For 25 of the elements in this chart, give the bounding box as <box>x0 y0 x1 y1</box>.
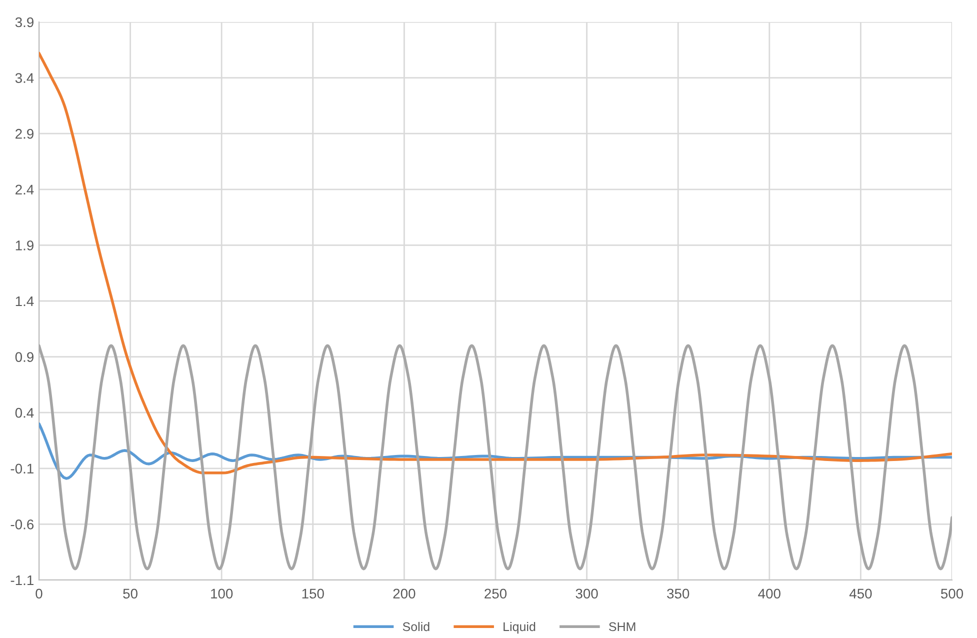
legend-label: Solid <box>402 622 430 632</box>
y-tick-label: 3.9 <box>15 17 34 28</box>
x-tick-label: 200 <box>393 588 416 599</box>
x-tick-label: 50 <box>123 588 138 599</box>
y-tick-label: -1.1 <box>10 575 34 586</box>
y-tick-label: 1.9 <box>16 240 34 250</box>
y-tick-label: 0.9 <box>15 352 34 362</box>
x-tick-label: 250 <box>484 588 507 599</box>
y-tick-label: -0.1 <box>10 464 34 474</box>
legend-label: Liquid <box>504 622 536 634</box>
x-tick-label: 0 <box>36 588 42 599</box>
y-tick-label: 0.4 <box>15 408 34 418</box>
y-tick-label: 2.4 <box>16 184 34 194</box>
y-tick-label: 1.4 <box>16 296 34 306</box>
y-tick-label: 2.9 <box>16 128 34 139</box>
x-tick-label: 450 <box>849 588 872 599</box>
x-tick-label: 100 <box>211 588 233 599</box>
x-tick-label: 150 <box>302 588 324 599</box>
x-tick-label: 500 <box>940 588 964 599</box>
x-tick-label: 350 <box>667 588 690 599</box>
y-tick-label: 3.4 <box>15 73 34 83</box>
y-tick-label: -0.6 <box>10 520 34 530</box>
legend-label: SHM <box>609 622 636 632</box>
x-tick-label: 400 <box>758 588 780 599</box>
x-tick-label: 300 <box>576 588 598 599</box>
